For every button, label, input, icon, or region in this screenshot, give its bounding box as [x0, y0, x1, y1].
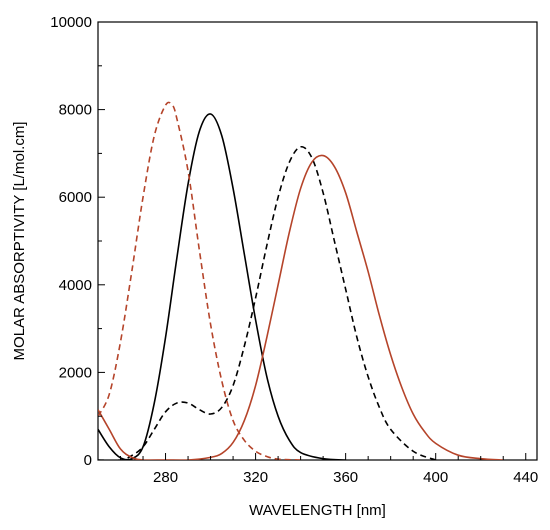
x-tick-label: 280	[153, 469, 178, 486]
x-tick-label: 360	[333, 469, 358, 486]
y-tick-label: 0	[84, 452, 92, 469]
series-line-1	[98, 113, 346, 460]
series-layer	[98, 101, 504, 460]
y-tick-label: 4000	[59, 277, 92, 294]
y-axis: 0 2000 4000 6000 8000 10000	[50, 14, 105, 469]
y-tick-label: 2000	[59, 364, 92, 381]
x-tick-label: 440	[513, 469, 538, 486]
x-axis-title: WAVELENGTH [nm]	[249, 502, 386, 519]
series-line-4	[98, 154, 504, 460]
series-line-3	[98, 101, 301, 460]
y-axis-title: MOLAR ABSORPTIVITY [L/mol.cm]	[11, 122, 28, 361]
y-tick-label: 10000	[50, 14, 92, 31]
x-tick-label: 400	[423, 469, 448, 486]
y-tick-label: 6000	[59, 189, 92, 206]
y-tick-label: 8000	[59, 102, 92, 119]
x-tick-label: 320	[243, 469, 268, 486]
series-line-2	[98, 145, 436, 460]
plot-frame	[97, 21, 538, 461]
x-axis: 280 320 360 400 440	[120, 453, 538, 486]
